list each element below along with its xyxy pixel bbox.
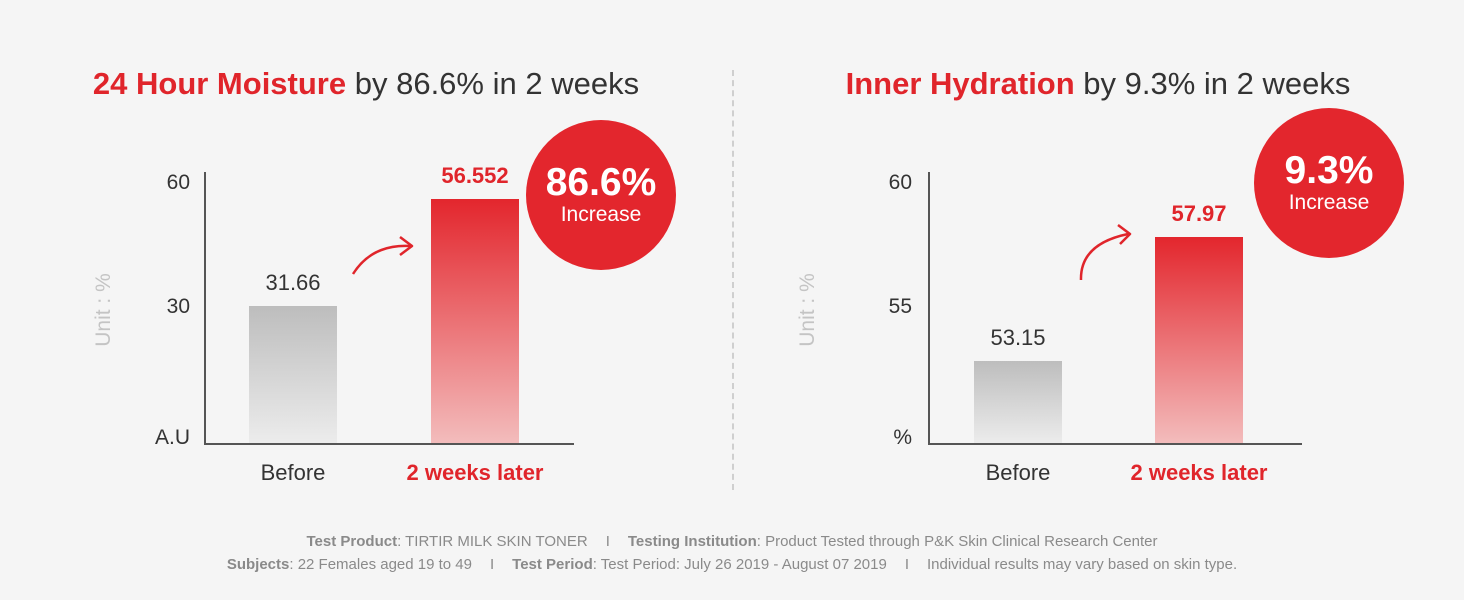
increase-arrow-icon: [1079, 224, 1132, 281]
increase-badge: 86.6% Increase: [526, 120, 676, 270]
bar-after: [1155, 236, 1243, 443]
footer-separator: I: [904, 556, 909, 573]
y-axis-label: Unit : %: [796, 273, 819, 347]
increase-badge: 9.3% Increase: [1254, 108, 1404, 258]
y-tick-bottom: A.U: [154, 426, 190, 449]
chart-title: Inner Hydration by 9.3% in 2 weeks: [732, 66, 1464, 102]
x-category-after: 2 weeks later: [406, 460, 544, 485]
footer-value: : TIRTIR MILK SKIN TONER: [397, 533, 588, 550]
y-tick-mid: 55: [888, 295, 912, 318]
increase-label: Increase: [560, 202, 642, 226]
data-label-after: 57.97: [1171, 200, 1227, 226]
footer-disclaimer: Individual results may vary based on ski…: [927, 556, 1238, 573]
x-axis-line: [204, 443, 574, 445]
y-tick-mid: 30: [166, 295, 190, 318]
y-axis-label: Unit : %: [92, 273, 115, 347]
title-rest: by 9.3% in 2 weeks: [1074, 66, 1351, 101]
data-label-before: 31.66: [265, 270, 321, 296]
footer-line-2: Subjects: 22 Females aged 19 to 49 I Test …: [0, 556, 1464, 573]
footer-value: : 22 Females aged 19 to 49: [289, 556, 472, 573]
footer-value: : Test Period: July 26 2019 - August 07 …: [592, 556, 887, 573]
footer-separator: I: [489, 556, 495, 573]
title-highlight: Inner Hydration: [845, 66, 1075, 101]
x-axis-line: [928, 443, 1302, 445]
data-label-before: 53.15: [990, 325, 1046, 351]
panel-divider: [732, 70, 734, 490]
y-tick-top: 60: [166, 171, 190, 194]
y-axis-line: [928, 172, 930, 444]
footer-key: Testing Institution: [627, 533, 757, 550]
y-tick-bottom: %: [893, 426, 912, 449]
increase-arrow-icon: [351, 236, 414, 275]
footer-value: : Product Tested through P&K Skin Clinic…: [756, 533, 1158, 550]
x-category-before: Before: [985, 460, 1051, 485]
bar-before: [249, 306, 337, 443]
increase-label: Increase: [1288, 190, 1370, 214]
footer-separator: I: [605, 533, 610, 550]
footer-key: Test Period: [512, 556, 593, 573]
footer-line-1: Test Product: TIRTIR MILK SKIN TONER I Tes…: [0, 533, 1464, 550]
bar-before: [974, 361, 1062, 443]
bar-after: [431, 198, 519, 443]
x-category-after: 2 weeks later: [1130, 460, 1268, 485]
chart-panel-hydration: Inner Hydration by 9.3% in 2 weeks Unit …: [732, 0, 1464, 500]
increase-percent: 9.3%: [1284, 148, 1374, 192]
footer-key: Test Product: [306, 533, 398, 550]
y-tick-top: 60: [888, 171, 912, 194]
x-category-before: Before: [260, 460, 326, 485]
title-rest: by 86.6% in 2 weeks: [346, 66, 640, 101]
chart-title: 24 Hour Moisture by 86.6% in 2 weeks: [0, 66, 732, 102]
chart-panel-moisture: 24 Hour Moisture by 86.6% in 2 weeks Uni…: [0, 0, 732, 500]
title-highlight: 24 Hour Moisture: [92, 66, 347, 101]
footer-key: Subjects: [226, 556, 290, 573]
increase-percent: 86.6%: [545, 160, 657, 204]
y-axis-line: [204, 172, 206, 444]
data-label-after: 56.552: [441, 162, 509, 188]
